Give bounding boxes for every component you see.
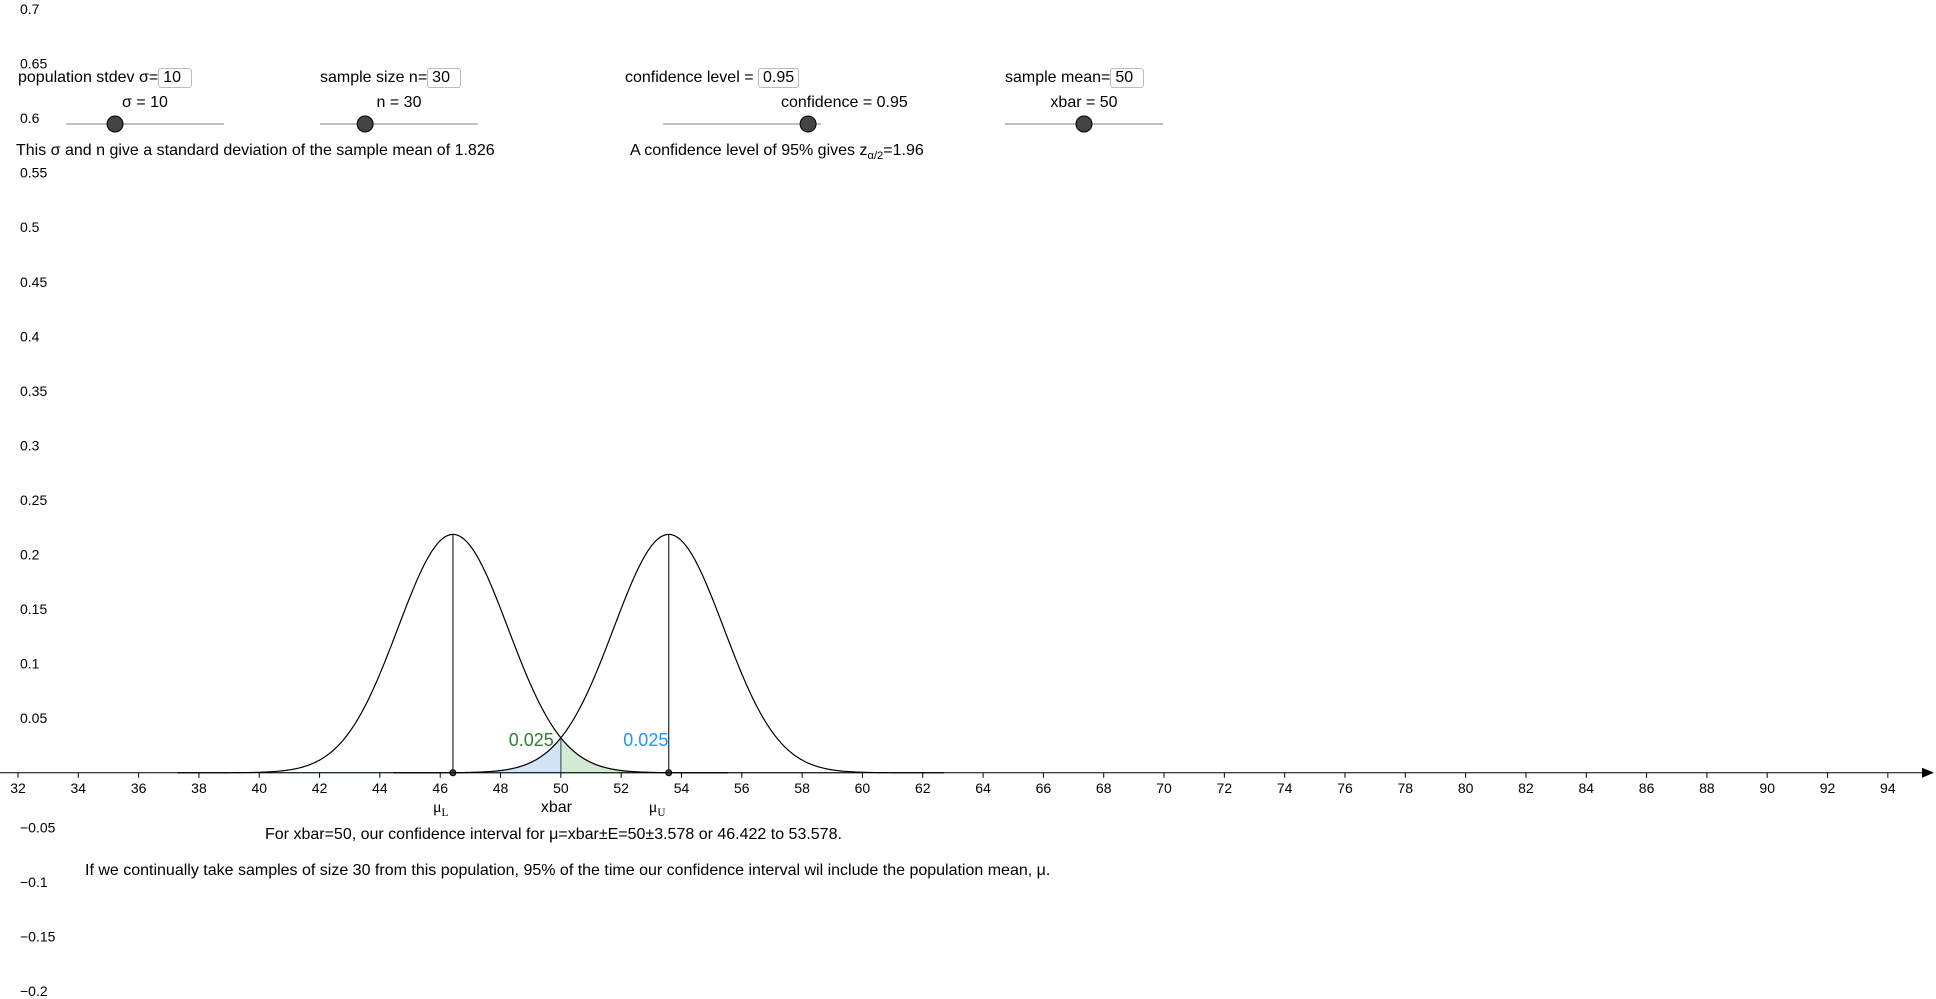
confidence-label-text: confidence level =: [625, 69, 754, 86]
n-input[interactable]: 30: [427, 68, 461, 88]
svg-text:88: 88: [1699, 780, 1715, 796]
svg-text:66: 66: [1036, 780, 1052, 796]
svg-text:36: 36: [131, 780, 147, 796]
svg-text:0.15: 0.15: [20, 601, 47, 617]
svg-text:72: 72: [1217, 780, 1233, 796]
svg-text:0.1: 0.1: [20, 656, 40, 672]
confidence-slider-thumb[interactable]: [800, 116, 816, 132]
svg-text:46: 46: [432, 780, 448, 796]
se-info-text: This σ and n give a standard deviation o…: [16, 142, 495, 160]
svg-text:48: 48: [493, 780, 509, 796]
xbar-slider-thumb[interactable]: [1076, 116, 1092, 132]
svg-text:86: 86: [1639, 780, 1655, 796]
svg-text:38: 38: [191, 780, 207, 796]
n-slider-caption: n = 30: [319, 94, 479, 112]
svg-text:0.2: 0.2: [20, 547, 40, 563]
svg-text:34: 34: [71, 780, 87, 796]
sigma-label-text: population stdev σ=: [18, 69, 158, 86]
svg-text:0.7: 0.7: [20, 1, 40, 17]
svg-text:84: 84: [1578, 780, 1594, 796]
ci-info-text: For xbar=50, our confidence interval for…: [265, 826, 842, 844]
svg-text:0.45: 0.45: [20, 274, 47, 290]
svg-text:80: 80: [1458, 780, 1474, 796]
xbar-axis-label: xbar: [541, 799, 572, 817]
svg-text:90: 90: [1759, 780, 1775, 796]
z-info-text: A confidence level of 95% gives zα/2=1.9…: [630, 142, 924, 162]
xbar-label-text: sample mean=: [1005, 69, 1110, 86]
xbar-slider-caption: xbar = 50: [1004, 94, 1164, 112]
svg-text:−0.2: −0.2: [20, 983, 48, 999]
svg-text:70: 70: [1156, 780, 1172, 796]
n-label-text: sample size n=: [320, 69, 427, 86]
xbar-label: sample mean=50: [1005, 68, 1144, 88]
confidence-input[interactable]: 0.95: [758, 68, 799, 88]
svg-text:60: 60: [855, 780, 871, 796]
mu-lower-label: μL: [433, 799, 448, 819]
sigma-label: population stdev σ=10: [18, 68, 192, 88]
svg-text:−0.1: −0.1: [20, 874, 48, 890]
svg-text:0.4: 0.4: [20, 328, 40, 344]
interpretation-text: If we continually take samples of size 3…: [85, 862, 1050, 880]
left-tail-area-label: 0.025: [509, 730, 554, 751]
mu-upper-label: μU: [649, 799, 666, 819]
svg-text:40: 40: [251, 780, 267, 796]
svg-text:0.35: 0.35: [20, 383, 47, 399]
svg-text:64: 64: [975, 780, 991, 796]
svg-text:74: 74: [1277, 780, 1293, 796]
svg-text:0.55: 0.55: [20, 165, 47, 181]
svg-text:54: 54: [674, 780, 690, 796]
svg-text:62: 62: [915, 780, 931, 796]
n-label: sample size n=30: [320, 68, 461, 88]
svg-text:42: 42: [312, 780, 328, 796]
svg-text:0.25: 0.25: [20, 492, 47, 508]
svg-text:0.6: 0.6: [20, 110, 40, 126]
svg-text:68: 68: [1096, 780, 1112, 796]
svg-text:82: 82: [1518, 780, 1534, 796]
svg-text:−0.15: −0.15: [20, 928, 56, 944]
svg-text:0.5: 0.5: [20, 219, 40, 235]
svg-text:78: 78: [1398, 780, 1414, 796]
right-tail-area-label: 0.025: [623, 730, 668, 751]
xbar-input[interactable]: 50: [1110, 68, 1144, 88]
sigma-slider-thumb[interactable]: [107, 116, 123, 132]
confidence-slider-caption: confidence = 0.95: [781, 94, 908, 112]
svg-text:76: 76: [1337, 780, 1353, 796]
svg-text:50: 50: [553, 780, 569, 796]
svg-text:92: 92: [1820, 780, 1836, 796]
svg-text:56: 56: [734, 780, 750, 796]
sigma-slider-caption: σ = 10: [65, 94, 225, 112]
n-slider-thumb[interactable]: [357, 116, 373, 132]
svg-text:32: 32: [10, 780, 26, 796]
confidence-label: confidence level = 0.95: [625, 68, 799, 88]
sigma-input[interactable]: 10: [158, 68, 192, 88]
svg-text:0.05: 0.05: [20, 710, 47, 726]
svg-text:58: 58: [794, 780, 810, 796]
svg-text:0.3: 0.3: [20, 437, 40, 453]
svg-text:44: 44: [372, 780, 388, 796]
svg-text:94: 94: [1880, 780, 1896, 796]
svg-text:52: 52: [613, 780, 629, 796]
svg-text:−0.05: −0.05: [20, 819, 56, 835]
